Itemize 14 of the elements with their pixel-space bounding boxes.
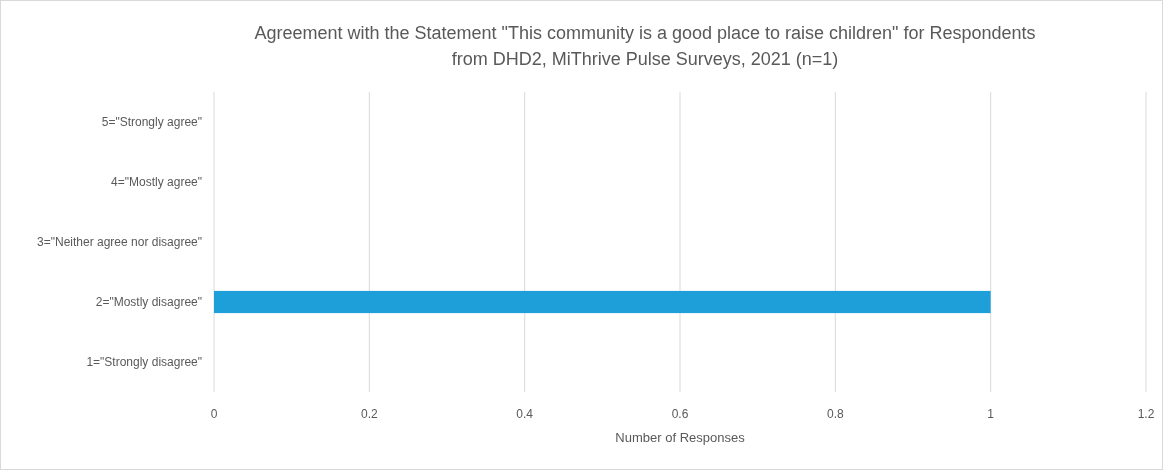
y-tick-label: 4="Mostly agree": [111, 175, 202, 189]
x-tick-label: 0.6: [671, 407, 689, 421]
x-tick-label: 0.2: [360, 407, 378, 421]
x-axis-title: Number of Responses: [615, 430, 746, 445]
y-tick-label: 3="Neither agree nor disagree": [37, 235, 202, 249]
x-tick-label: 0: [210, 407, 218, 421]
chart-title: Agreement with the Statement "This community is a good place to raise children" for Respondents from DHD2, MiThrive Pulse Surveys, 2021 (n=1): [254, 23, 1036, 69]
x-tick-label: 0.8: [826, 407, 844, 421]
x-tick-label: 0.4: [516, 407, 534, 421]
x-tick-label: 1.2: [1137, 407, 1155, 421]
x-tick-label: 1: [987, 407, 995, 421]
y-tick-label: 5="Strongly agree": [101, 115, 202, 129]
y-tick-label: 1="Strongly disagree": [86, 355, 202, 369]
y-tick-label: 2="Mostly disagree": [95, 295, 202, 309]
